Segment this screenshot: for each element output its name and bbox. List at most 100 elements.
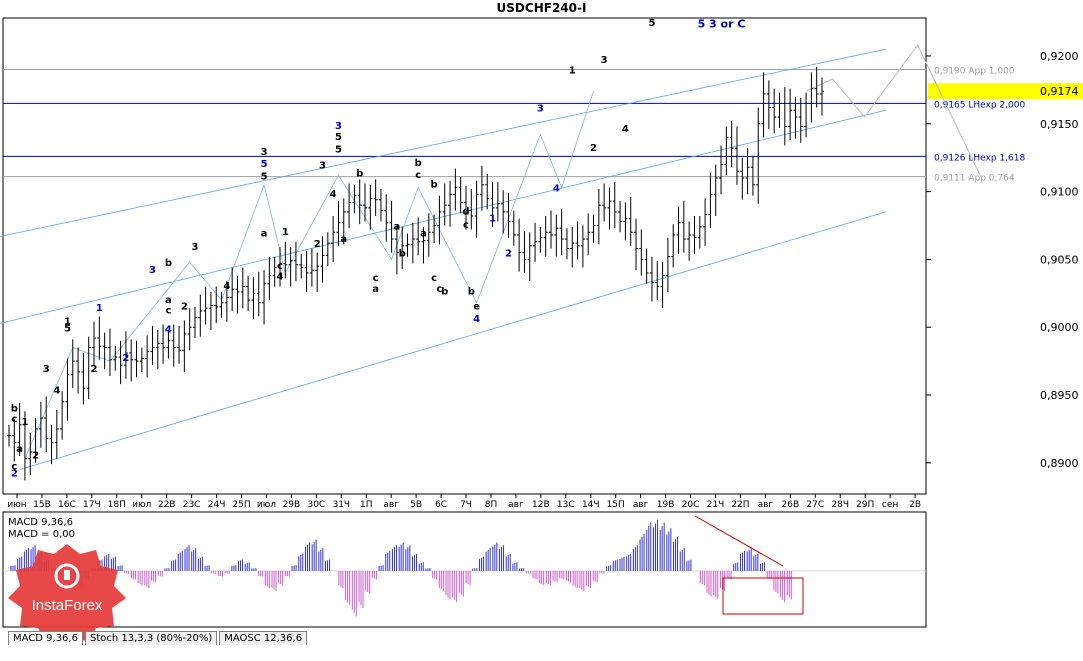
wave-label: 1 [282,227,289,238]
price-bar [368,184,373,230]
wave-label: c [431,273,437,284]
wave-label: 5 [64,323,71,334]
price-bar [665,237,670,292]
logo-text: InstaForex [32,597,103,614]
time-tick-label: 15В [33,500,51,510]
wave-label: 2 [122,353,129,364]
wave-label: b [431,180,438,191]
time-tick-label: 16С [58,500,76,510]
price-bar [772,88,777,134]
fib-level-label: 0,9126 LHexp 1,618 [934,153,1025,163]
time-tick-label: июн [7,500,26,510]
macd-panel-frame [2,511,927,628]
price-bar [150,325,155,366]
wave-label: c [373,273,379,284]
wave-label: c [11,414,17,425]
price-bar [256,271,261,317]
time-tick-label: 2В [909,500,921,510]
price-bar [203,286,208,325]
time-tick-label: 24Ч [208,500,226,510]
time-tick-label: 15П [607,500,625,510]
time-tick-label: июл [257,500,276,510]
price-bar [81,352,86,405]
price-bar [458,176,463,214]
price-bar [182,320,187,372]
price-bar [618,201,623,233]
chart-title: USDCHF240-I [496,1,587,15]
time-tick-label: 17Ч [83,500,101,510]
price-bar [602,183,607,222]
time-tick-label: 31Ч [332,500,350,510]
price-bar [596,188,601,245]
wave-label: 1 [64,316,71,327]
price-bar [517,218,522,272]
tab-stoch[interactable]: Stoch 13,3,3 (80%-20%) [84,631,218,645]
time-tick-label: 5В [410,500,422,510]
time-tick-label: 22П [731,500,749,510]
wave-label: 5 [335,144,342,155]
price-bar [623,202,628,241]
wave-label: b [165,258,172,269]
wave-label: 5 [261,159,268,170]
price-bar [634,218,639,271]
price-bar [804,92,809,138]
tab-macd[interactable]: MACD 9,36,6 [8,631,83,645]
price-bar [246,275,251,311]
price-bar [612,182,617,229]
time-tick-label: 23С [183,500,201,510]
price-bar [219,291,224,318]
price-bar [113,346,118,371]
price-bar [240,267,245,309]
price-bar [495,182,500,222]
price-bar [788,88,793,141]
price-bar [33,418,38,463]
price-bar [442,183,447,226]
wave-label: 2 [91,364,98,375]
price-bar [315,252,320,292]
price-bar [533,222,538,263]
price-bar [777,92,782,128]
price-bar [527,232,532,282]
time-tick-label: 12В [532,500,550,510]
price-bar [506,192,511,238]
time-tick-label: авг [383,500,399,510]
price-bar [586,213,591,256]
price-bar [559,209,564,256]
channel-line [19,211,886,470]
price-bar [708,172,713,229]
tab-maosc[interactable]: MAOSC 12,36,6 [219,631,308,645]
time-tick-label: 26В [782,500,800,510]
price-bar [687,221,692,261]
price-bar [750,156,755,196]
current-price-badge [928,83,1083,100]
price-bar [793,96,798,139]
channel-line [0,48,886,237]
time-tick-label: 1П [360,500,373,510]
price-bar [325,232,330,267]
wave-label: b [441,287,448,298]
time-tick-label: 13С [557,500,575,510]
wave-label: 2 [505,249,512,260]
price-bar [501,190,506,234]
wave-label: b [11,403,18,414]
price-bar [92,321,97,367]
price-tick-label: 0,9050 [1040,253,1079,266]
price-bar [554,214,559,257]
wave-label: b [468,287,475,298]
price-bar [782,87,787,146]
time-tick-label: июл [132,500,151,510]
price-bar [463,186,468,230]
wave-label: 3 [537,104,544,115]
wave-label: c [463,220,469,231]
wave-label: b [356,169,363,180]
price-bar [432,214,437,244]
price-bar [208,291,213,330]
wave-label: b [415,158,422,169]
price-bar [389,201,394,253]
price-bar [681,201,686,253]
price-bar [320,236,325,283]
price-bar [293,241,298,282]
price-bar [373,179,378,216]
time-tick-label: авг [508,500,524,510]
